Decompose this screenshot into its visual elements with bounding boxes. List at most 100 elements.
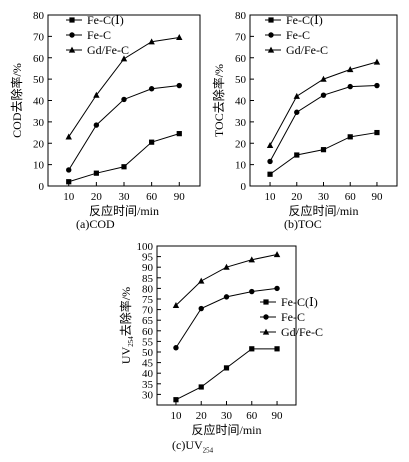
- data-point-triangle: [320, 75, 327, 82]
- data-point-circle: [294, 109, 300, 115]
- data-point-triangle: [273, 251, 281, 258]
- y-axis-label: TOC去除率/%: [211, 64, 226, 137]
- x-axis-label: 反应时间/min: [191, 422, 261, 437]
- x-tick-label: 20: [196, 410, 208, 422]
- caption-c-subscript: 254: [202, 446, 214, 455]
- data-point-square: [347, 134, 353, 140]
- legend-label: Fe-C: [281, 310, 305, 324]
- data-point-triangle: [373, 58, 381, 65]
- legend-marker-triangle: [262, 328, 270, 335]
- data-point-circle: [176, 82, 182, 89]
- x-tick-label: 10: [170, 410, 182, 422]
- caption-c-main: (c)UV: [172, 438, 203, 452]
- caption-c: (c)UV254: [172, 438, 213, 454]
- data-point-square: [267, 171, 273, 177]
- data-point-square: [374, 129, 380, 136]
- x-tick-label: 90: [272, 410, 284, 422]
- y-tick-label: 95: [142, 252, 154, 264]
- y-tick-label: 10: [235, 160, 247, 172]
- y-tick-label: 55: [142, 336, 154, 348]
- data-point-square: [249, 346, 255, 352]
- data-point-triangle: [347, 66, 354, 73]
- data-point-circle: [173, 345, 179, 351]
- data-point-square: [173, 397, 179, 403]
- data-point-circle: [93, 122, 100, 128]
- legend-marker-triangle: [267, 46, 275, 53]
- data-point-square: [149, 139, 155, 145]
- legend-label: Gd/Fe-C: [87, 43, 129, 57]
- y-tick-label: 60: [235, 53, 247, 65]
- y-tick-label: 50: [235, 74, 247, 86]
- data-point-triangle: [120, 55, 128, 62]
- y-tick-label: 50: [33, 74, 45, 86]
- legend-label: Fe-C(Ⅰ): [281, 295, 318, 309]
- x-tick-label: 60: [345, 191, 357, 203]
- x-tick-label: 20: [291, 191, 303, 203]
- data-point-square: [223, 365, 230, 371]
- x-axis-label: 反应时间/min: [89, 203, 159, 218]
- data-point-triangle: [172, 301, 180, 308]
- legend-label: Fe-C: [286, 28, 310, 42]
- chart-a: 0 10 20 30 40 50 60 70 80 10 20 30 60 90 反应时间/min COD去除…: [9, 10, 201, 218]
- y-tick-label: 40: [33, 96, 45, 108]
- y-tick-label: 80: [33, 10, 45, 22]
- y-tick-label: 10: [33, 160, 45, 172]
- data-point-circle: [347, 83, 353, 90]
- y-tick-label: 40: [142, 368, 154, 380]
- data-point-square: [320, 147, 327, 153]
- legend-marker-circle: [268, 32, 274, 38]
- data-point-triangle: [93, 91, 100, 98]
- y-tick-label: 0: [241, 181, 247, 193]
- x-tick-label: 60: [146, 191, 158, 203]
- y-axis-label: UV254去除率/%: [118, 287, 135, 364]
- x-tick-label: 30: [221, 410, 233, 422]
- data-point-triangle: [266, 141, 274, 148]
- x-tick-label: 30: [318, 191, 330, 203]
- y-tick-label: 50: [142, 347, 154, 359]
- x-tick-label: 20: [91, 191, 103, 203]
- legend-label: Fe-C(Ⅰ): [286, 13, 323, 27]
- y-tick-label: 65: [142, 315, 154, 327]
- data-point-triangle: [198, 277, 205, 284]
- y-tick-label: 80: [142, 283, 154, 295]
- x-tick-label: 10: [265, 191, 277, 203]
- data-point-triangle: [223, 263, 230, 270]
- y-tick-label: 20: [235, 138, 247, 150]
- data-point-circle: [198, 305, 204, 312]
- data-point-circle: [223, 294, 230, 300]
- y-tick-label: 0: [39, 181, 45, 193]
- data-point-circle: [249, 288, 255, 295]
- x-tick-label: 60: [246, 410, 258, 422]
- y-tick-label: 30: [142, 389, 154, 401]
- y-tick-label: 70: [142, 305, 154, 317]
- y-tick-label: 100: [137, 241, 154, 253]
- y-tick-label: 30: [33, 117, 45, 129]
- data-point-square: [274, 346, 280, 352]
- y-tick-label: 40: [235, 96, 247, 108]
- y-tick-label: 80: [235, 10, 247, 22]
- data-point-circle: [374, 82, 380, 89]
- data-point-square: [66, 179, 72, 185]
- data-point-triangle: [248, 256, 255, 263]
- y-tick-label: 30: [235, 117, 247, 129]
- data-point-circle: [274, 285, 280, 292]
- y-axis-label-subscript: 254: [127, 336, 135, 347]
- y-tick-label: 35: [142, 379, 154, 391]
- legend-label: Fe-C(Ⅰ): [87, 13, 124, 27]
- data-point-circle: [267, 158, 273, 165]
- legend-marker-square: [268, 17, 274, 23]
- y-tick-label: 90: [142, 262, 154, 274]
- data-point-square: [294, 152, 300, 158]
- x-tick-label: 90: [371, 191, 383, 203]
- chart-b: 0 10 20 30 40 50 60 70 80 10 20 30 60 90 反应时间/min TOC去除…: [211, 10, 398, 218]
- legend-marker-square: [263, 299, 269, 305]
- y-tick-label: 70: [33, 31, 45, 43]
- y-tick-label: 75: [142, 294, 154, 306]
- legend-label: Gd/Fe-C: [281, 325, 323, 339]
- data-point-triangle: [293, 92, 300, 99]
- data-point-triangle: [148, 38, 155, 45]
- y-tick-label: 70: [235, 31, 247, 43]
